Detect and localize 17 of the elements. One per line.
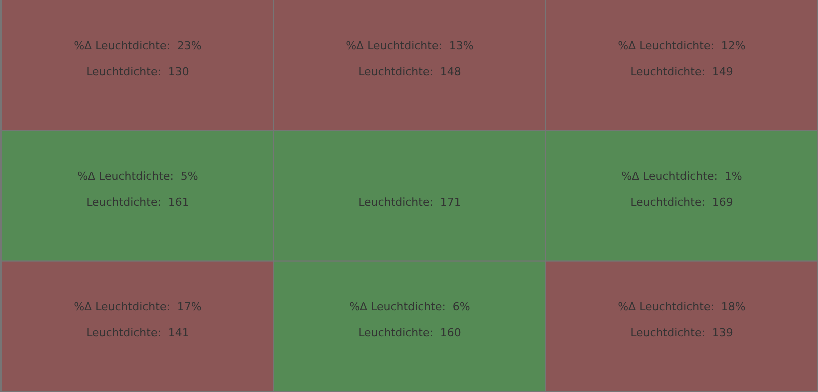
data-label: Leuchtdichte: 130 — [86, 65, 190, 78]
annotation: %Δ Leuchtdichte: 6% — [350, 300, 470, 314]
data-label: Leuchtdichte: 161 — [86, 196, 190, 209]
annotation: %Δ Leuchtdichte: 12% — [618, 39, 746, 52]
annotation: %Δ Leuchtdichte: 23% — [74, 39, 202, 52]
data-label: Leuchtdichte: 139 — [630, 326, 734, 340]
data-label: Leuchtdichte: 141 — [86, 326, 190, 340]
annotation: %Δ Leuchtdichte: 18% — [618, 300, 746, 314]
annotation: %Δ Leuchtdichte: 17% — [74, 300, 202, 314]
annotation: %Δ Leuchtdichte: 5% — [78, 170, 198, 183]
annotation: %Δ Leuchtdichte: 13% — [346, 39, 474, 52]
data-label: Leuchtdichte: 149 — [630, 65, 734, 78]
annotation: %Δ Leuchtdichte: 1% — [622, 170, 742, 183]
data-label: Leuchtdichte: 171 — [358, 196, 462, 209]
data-label: Leuchtdichte: 169 — [630, 196, 734, 209]
data-label: Leuchtdichte: 148 — [358, 65, 462, 78]
data-label: Leuchtdichte: 160 — [358, 326, 462, 340]
